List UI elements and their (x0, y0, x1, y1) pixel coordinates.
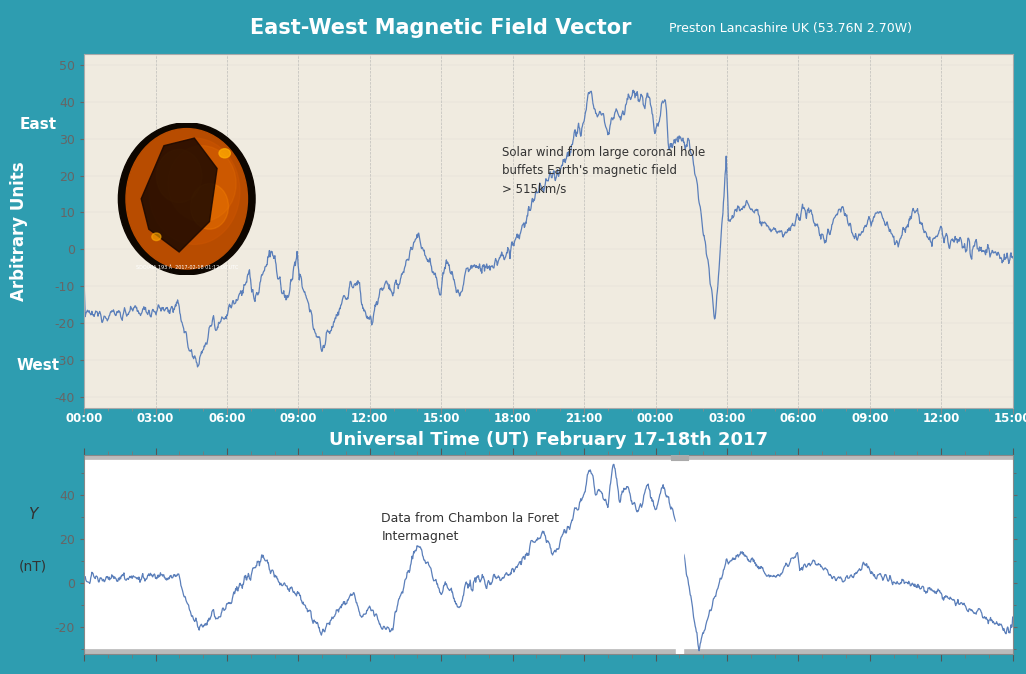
Text: 12:00: 12:00 (922, 412, 960, 425)
Text: 15:00: 15:00 (994, 412, 1026, 425)
Ellipse shape (126, 129, 247, 269)
Bar (676, 455, 683, 654)
Text: Y: Y (29, 507, 38, 522)
Text: (nT): (nT) (19, 559, 47, 574)
Text: 12:00: 12:00 (351, 412, 389, 425)
Text: East: East (19, 117, 56, 132)
Text: 03:00: 03:00 (708, 412, 746, 425)
Text: 00:00: 00:00 (66, 412, 103, 425)
Text: Preston Lancashire UK (53.76N 2.70W): Preston Lancashire UK (53.76N 2.70W) (669, 22, 911, 35)
Text: 21:00: 21:00 (565, 412, 603, 425)
Text: 09:00: 09:00 (851, 412, 889, 425)
Ellipse shape (156, 150, 202, 203)
Text: 18:00: 18:00 (494, 412, 531, 425)
Text: 06:00: 06:00 (208, 412, 246, 425)
Text: 00:00: 00:00 (637, 412, 674, 425)
Text: Universal Time (UT) February 17-18th 2017: Universal Time (UT) February 17-18th 201… (329, 431, 768, 449)
Ellipse shape (191, 183, 229, 229)
Ellipse shape (152, 233, 161, 241)
Text: Arbitrary Units: Arbitrary Units (10, 161, 28, 301)
Ellipse shape (167, 146, 236, 222)
Text: 15:00: 15:00 (423, 412, 460, 425)
Text: 03:00: 03:00 (136, 412, 174, 425)
Text: Solar wind from large coronal hole
buffets Earth's magnetic field
> 515km/s: Solar wind from large coronal hole buffe… (502, 146, 706, 195)
Text: 06:00: 06:00 (780, 412, 817, 425)
Text: 09:00: 09:00 (280, 412, 317, 425)
Ellipse shape (118, 123, 255, 275)
Text: SDO/AIA 193 Å  2017-02-18 01:12:00 UTC: SDO/AIA 193 Å 2017-02-18 01:12:00 UTC (135, 266, 238, 271)
Ellipse shape (219, 149, 231, 158)
Polygon shape (142, 138, 218, 252)
Text: Data from Chambon la Foret
Intermagnet: Data from Chambon la Foret Intermagnet (382, 512, 559, 543)
Text: East-West Magnetic Field Vector: East-West Magnetic Field Vector (250, 18, 632, 38)
Ellipse shape (149, 138, 240, 245)
Text: West: West (16, 358, 60, 373)
